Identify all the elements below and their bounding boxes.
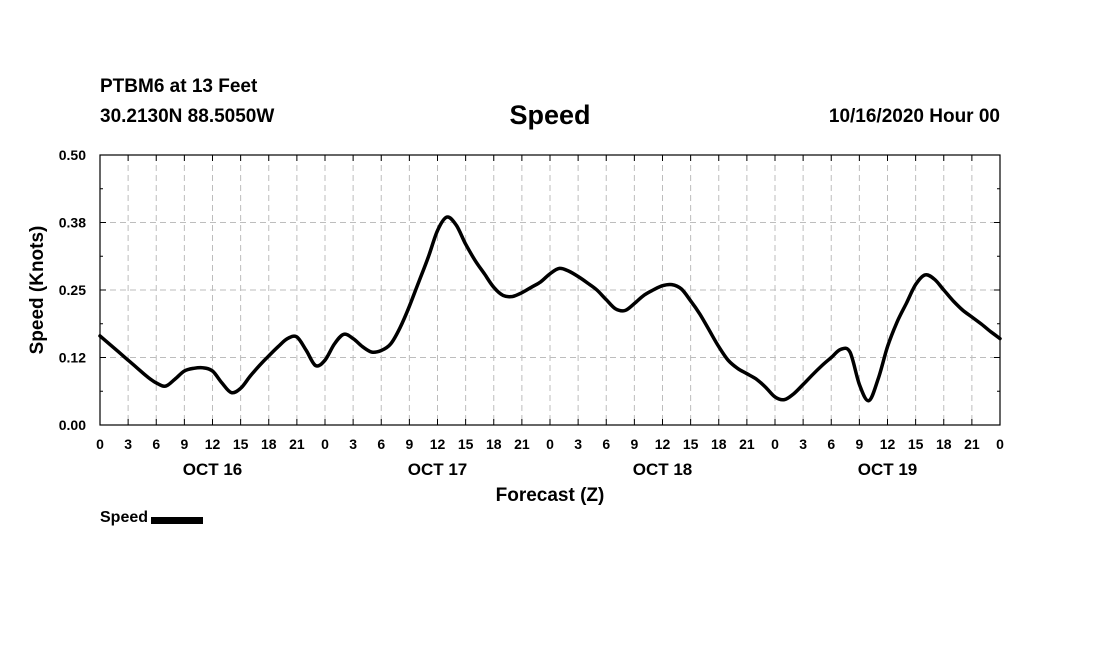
series-line-speed bbox=[98, 215, 1002, 403]
x-tick-label: 9 bbox=[855, 436, 863, 452]
chart-title: Speed bbox=[509, 100, 591, 130]
tick-labels: 0 3 6 9 12 15 18 21 0 3 6 9 12 15 18 21 0 3 6 9 12 15 18 21 0 3 6 9… bbox=[59, 147, 1004, 479]
x-tick-label: 21 bbox=[964, 436, 980, 452]
day-label: OCT 16 bbox=[183, 460, 243, 479]
coordinates-label: 30.2130N 88.5050W bbox=[100, 106, 275, 127]
y-tick-label: 0.50 bbox=[59, 147, 86, 163]
x-tick-label: 21 bbox=[289, 436, 305, 452]
x-tick-label: 6 bbox=[827, 436, 835, 452]
x-tick-label: 21 bbox=[514, 436, 530, 452]
x-tick-label: 0 bbox=[996, 436, 1004, 452]
x-tick-label: 21 bbox=[739, 436, 755, 452]
x-tick-label: 0 bbox=[546, 436, 554, 452]
forecast-date-label: 10/16/2020 Hour 00 bbox=[828, 106, 1000, 127]
x-tick-label: 15 bbox=[458, 436, 474, 452]
grid-lines bbox=[100, 155, 1000, 425]
x-tick-label: 0 bbox=[96, 436, 104, 452]
x-tick-label: 6 bbox=[602, 436, 610, 452]
day-label: OCT 17 bbox=[408, 460, 468, 479]
x-tick-label: 9 bbox=[405, 436, 413, 452]
x-tick-label: 15 bbox=[233, 436, 249, 452]
x-tick-label: 3 bbox=[124, 436, 132, 452]
series-layer bbox=[98, 215, 1002, 403]
x-axis-label: Forecast (Z) bbox=[496, 485, 605, 506]
x-tick-label: 18 bbox=[936, 436, 952, 452]
y-tick-label: 0.25 bbox=[59, 282, 86, 298]
x-tick-label: 12 bbox=[205, 436, 221, 452]
day-label: OCT 19 bbox=[858, 460, 918, 479]
x-tick-label: 15 bbox=[683, 436, 699, 452]
x-tick-label: 18 bbox=[711, 436, 727, 452]
x-tick-label: 3 bbox=[799, 436, 807, 452]
x-tick-label: 3 bbox=[574, 436, 582, 452]
y-tick-label: 0.00 bbox=[59, 417, 86, 433]
x-tick-label: 18 bbox=[261, 436, 277, 452]
x-tick-label: 6 bbox=[377, 436, 385, 452]
y-axis-label: Speed (Knots) bbox=[27, 226, 48, 355]
day-label: OCT 18 bbox=[633, 460, 693, 479]
station-label: PTBM6 at 13 Feet bbox=[100, 76, 258, 97]
legend-label: Speed bbox=[100, 509, 149, 526]
x-tick-label: 9 bbox=[630, 436, 638, 452]
x-tick-label: 0 bbox=[321, 436, 329, 452]
x-tick-label: 6 bbox=[152, 436, 160, 452]
x-tick-label: 12 bbox=[430, 436, 446, 452]
x-tick-label: 0 bbox=[771, 436, 779, 452]
x-tick-label: 18 bbox=[486, 436, 502, 452]
axis-ticks bbox=[99, 154, 1001, 426]
x-tick-label: 3 bbox=[349, 436, 357, 452]
legend-swatch bbox=[151, 516, 204, 524]
x-tick-label: 12 bbox=[655, 436, 671, 452]
y-tick-label: 0.38 bbox=[59, 215, 86, 231]
x-tick-label: 12 bbox=[880, 436, 896, 452]
x-tick-label: 15 bbox=[908, 436, 924, 452]
x-tick-label: 9 bbox=[180, 436, 188, 452]
y-tick-label: 0.12 bbox=[59, 350, 86, 366]
legend: Speed bbox=[100, 509, 204, 527]
